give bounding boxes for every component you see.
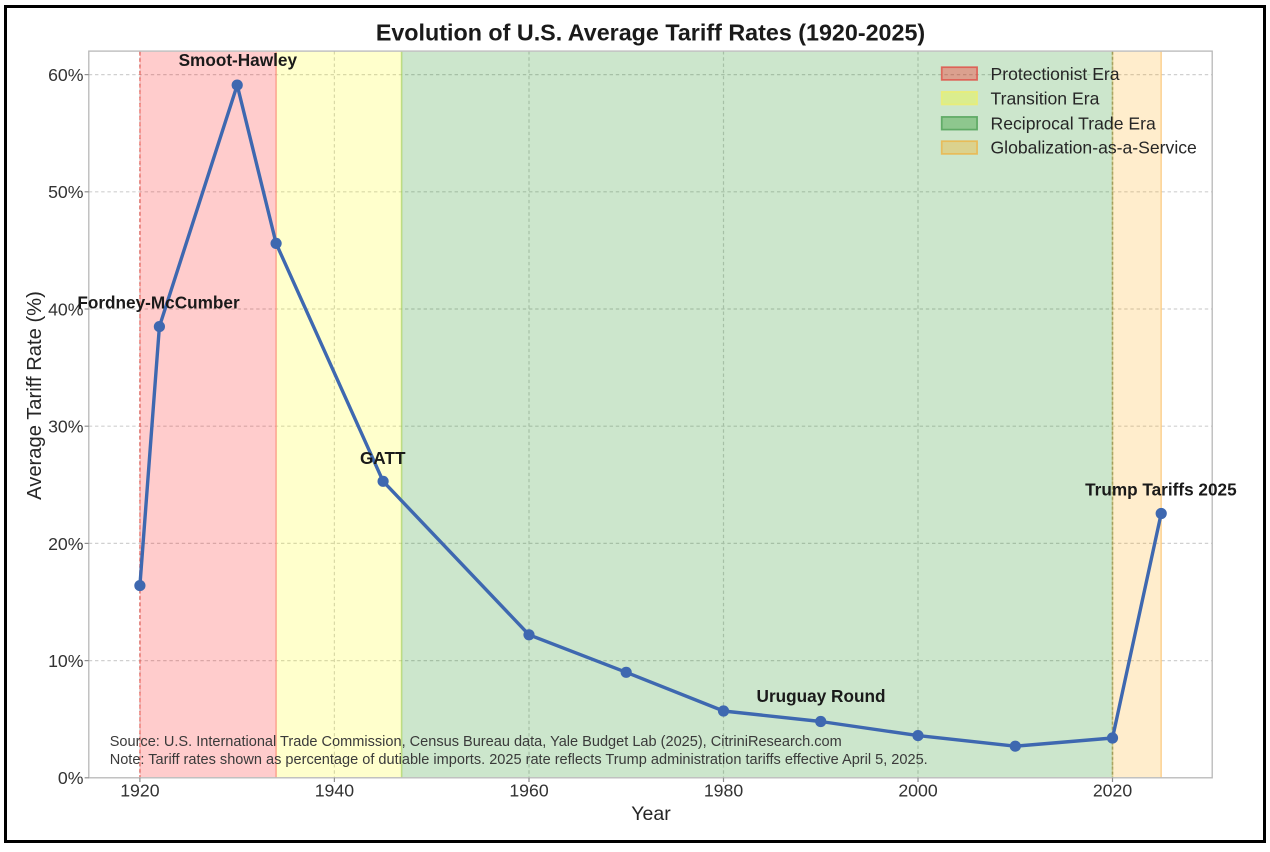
svg-text:Protectionist Era: Protectionist Era — [991, 64, 1120, 84]
svg-text:2020: 2020 — [1093, 780, 1133, 800]
svg-text:GATT: GATT — [360, 448, 406, 468]
svg-text:Smoot-Hawley: Smoot-Hawley — [179, 50, 298, 70]
svg-text:30%: 30% — [48, 417, 84, 437]
svg-text:10%: 10% — [48, 651, 84, 671]
svg-text:Note: Tariff rates shown as pe: Note: Tariff rates shown as percentage o… — [110, 752, 928, 768]
svg-text:Source: U.S. International Tra: Source: U.S. International Trade Commiss… — [110, 734, 842, 750]
svg-text:Globalization-as-a-Service: Globalization-as-a-Service — [991, 138, 1197, 158]
svg-text:1960: 1960 — [509, 780, 549, 800]
svg-text:Fordney-McCumber: Fordney-McCumber — [77, 293, 240, 313]
svg-text:60%: 60% — [48, 65, 84, 85]
svg-text:0%: 0% — [58, 768, 84, 788]
svg-text:2000: 2000 — [898, 780, 938, 800]
svg-text:20%: 20% — [48, 534, 84, 554]
svg-text:Year: Year — [631, 803, 671, 825]
svg-text:Average Tariff Rate (%): Average Tariff Rate (%) — [24, 291, 46, 500]
svg-text:Uruguay Round: Uruguay Round — [757, 686, 886, 706]
svg-text:1940: 1940 — [315, 780, 355, 800]
svg-text:Transition Era: Transition Era — [991, 88, 1100, 108]
svg-text:Reciprocal Trade Era: Reciprocal Trade Era — [991, 114, 1156, 134]
svg-text:50%: 50% — [48, 182, 84, 202]
svg-text:1920: 1920 — [120, 780, 160, 800]
svg-text:40%: 40% — [48, 299, 84, 319]
svg-text:Trump Tariffs 2025: Trump Tariffs 2025 — [1085, 480, 1237, 500]
svg-text:1980: 1980 — [704, 780, 744, 800]
svg-text:Evolution of U.S. Average Tari: Evolution of U.S. Average Tariff Rates (… — [376, 20, 925, 46]
